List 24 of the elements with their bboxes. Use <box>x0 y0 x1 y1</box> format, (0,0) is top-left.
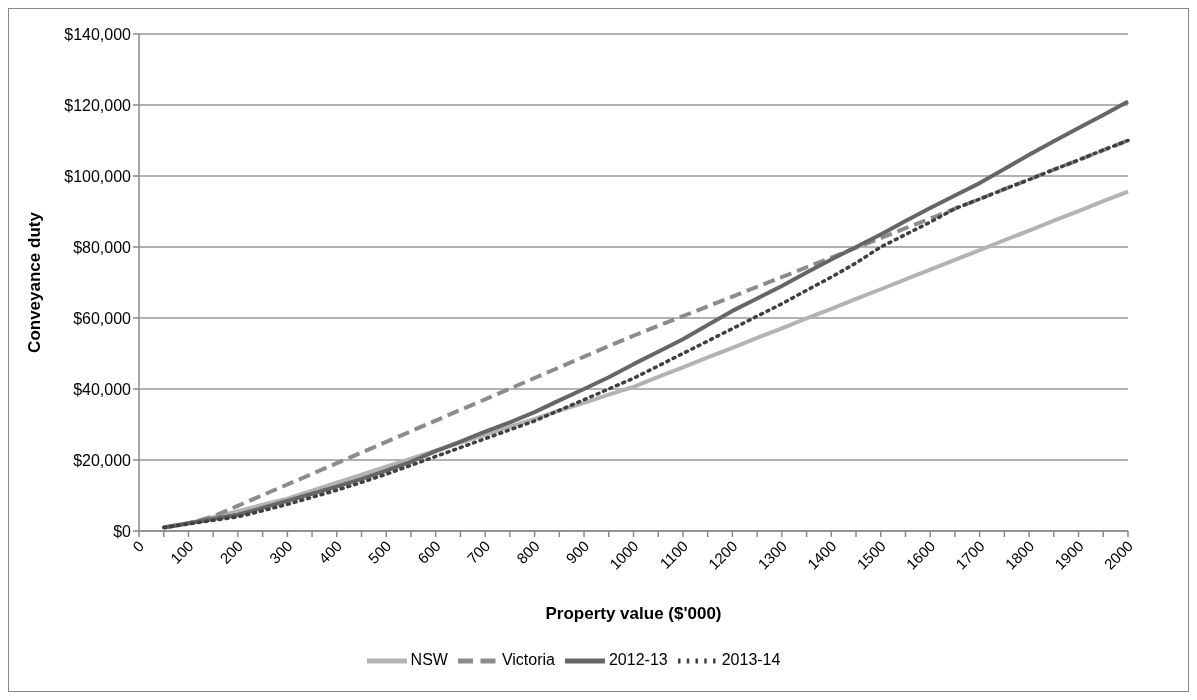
x-tick-label: 700 <box>463 537 494 567</box>
x-tick-label: 600 <box>414 537 444 567</box>
legend-label: NSW <box>410 651 448 669</box>
x-tick-label: 800 <box>513 537 543 567</box>
x-tick-label: 500 <box>364 537 395 567</box>
x-tick-label: 300 <box>265 537 296 567</box>
x-tick-label: 100 <box>166 537 197 567</box>
y-tick-label: $120,000 <box>64 96 132 114</box>
y-tick-label: $40,000 <box>73 380 132 398</box>
y-tick-label: $60,000 <box>73 309 132 327</box>
y-tick-label: $100,000 <box>64 167 132 185</box>
y-tick-label: $0 <box>113 522 132 540</box>
y-tick-label: $140,000 <box>64 25 132 43</box>
y-tick-label: $20,000 <box>73 451 132 469</box>
x-axis-title: Property value ($'000) <box>545 604 722 623</box>
y-tick-label: $80,000 <box>73 238 132 256</box>
legend-label: Victoria <box>501 651 555 669</box>
legend-label: 2013-14 <box>721 651 781 669</box>
x-tick-label: 0 <box>129 537 148 556</box>
y-axis-title: Conveyance duty <box>25 211 45 353</box>
legend-label: 2012-13 <box>608 651 668 669</box>
x-tick-label: 200 <box>216 537 247 567</box>
x-tick-label: 900 <box>562 537 593 567</box>
x-tick-label: 400 <box>315 537 345 567</box>
